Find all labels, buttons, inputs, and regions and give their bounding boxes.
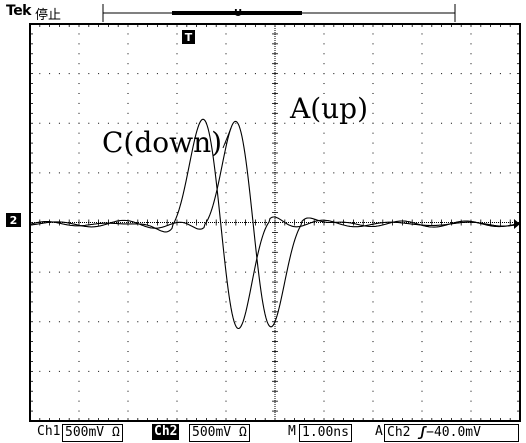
- scope-header: Tek 停止: [0, 0, 526, 23]
- brand-logo: Tek: [6, 3, 32, 19]
- acquisition-state: 停止: [35, 8, 62, 23]
- trigger-source: Ch2: [387, 425, 411, 440]
- record-window: [172, 11, 302, 15]
- trace-c-annotation: C(down): [102, 126, 223, 159]
- timebase-value[interactable]: 1.00ns: [299, 424, 352, 442]
- trace-a-annotation: A(up): [290, 92, 369, 125]
- ch2-scale: 500mV Ω: [189, 424, 250, 442]
- ch1-label[interactable]: Ch1: [37, 424, 61, 439]
- trigger-level-value: −40.0mV: [426, 425, 481, 440]
- trigger-position-icon[interactable]: [182, 30, 195, 44]
- timebase-label: M: [288, 424, 296, 439]
- trace-c-waveform: [29, 118, 521, 330]
- trigger-position-marker: T: [185, 31, 193, 44]
- ch2-ground-icon[interactable]: [6, 213, 21, 227]
- trigger-settings[interactable]: Ch2 ʃ−40.0mV: [384, 424, 519, 442]
- ch2-ground-marker: 2: [10, 214, 18, 227]
- trace-c-callout-line: [222, 127, 232, 149]
- trigger-label: A: [375, 424, 383, 439]
- rising-edge-icon: ʃ: [418, 425, 427, 440]
- trigger-level-marker: U: [234, 8, 242, 19]
- ch1-scale: 500mV Ω: [62, 424, 123, 442]
- trace-a-waveform: [29, 120, 521, 328]
- ch2-label[interactable]: Ch2: [152, 424, 180, 440]
- graticule-grid: [29, 23, 521, 421]
